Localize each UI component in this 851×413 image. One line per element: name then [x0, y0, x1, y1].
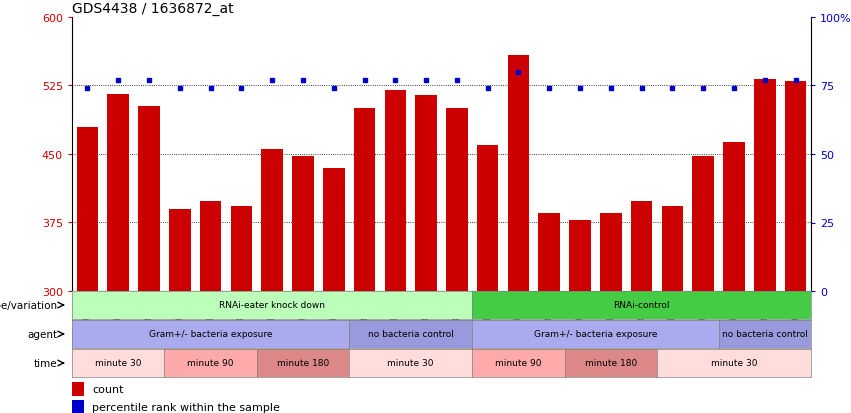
Bar — [200, 202, 221, 291]
Text: time: time — [34, 358, 58, 368]
Bar — [446, 109, 468, 291]
Bar — [662, 206, 683, 291]
Bar — [354, 109, 375, 291]
Bar — [261, 150, 283, 291]
Text: minute 30: minute 30 — [95, 358, 141, 368]
Bar — [693, 157, 714, 291]
Text: no bacteria control: no bacteria control — [722, 330, 808, 339]
Bar — [385, 91, 406, 291]
Bar — [631, 202, 653, 291]
Text: RNAi-control: RNAi-control — [614, 301, 670, 310]
Bar — [292, 157, 314, 291]
Text: percentile rank within the sample: percentile rank within the sample — [92, 402, 280, 412]
Text: no bacteria control: no bacteria control — [368, 330, 454, 339]
Text: agent: agent — [27, 329, 58, 339]
Text: minute 90: minute 90 — [187, 358, 234, 368]
Text: minute 30: minute 30 — [387, 358, 434, 368]
Bar — [723, 143, 745, 291]
Bar — [600, 214, 621, 291]
Bar — [539, 214, 560, 291]
Text: genotype/variation: genotype/variation — [0, 300, 58, 310]
Bar — [415, 95, 437, 291]
Bar — [138, 106, 160, 291]
Bar — [77, 127, 98, 291]
Bar — [72, 401, 84, 413]
Bar — [569, 220, 591, 291]
Bar — [107, 95, 129, 291]
Text: minute 90: minute 90 — [495, 358, 542, 368]
Text: minute 180: minute 180 — [277, 358, 329, 368]
Text: Gram+/- bacteria exposure: Gram+/- bacteria exposure — [149, 330, 272, 339]
Bar — [508, 56, 529, 291]
Text: RNAi-eater knock down: RNAi-eater knock down — [220, 301, 325, 310]
Bar — [323, 168, 345, 291]
Text: minute 30: minute 30 — [711, 358, 757, 368]
Bar — [477, 145, 499, 291]
Text: count: count — [92, 385, 123, 394]
Bar — [785, 82, 807, 291]
Bar — [169, 209, 191, 291]
Text: GDS4438 / 1636872_at: GDS4438 / 1636872_at — [72, 2, 234, 16]
Text: Gram+/- bacteria exposure: Gram+/- bacteria exposure — [534, 330, 657, 339]
Bar — [72, 382, 84, 396]
Text: minute 180: minute 180 — [585, 358, 637, 368]
Bar — [754, 80, 775, 291]
Bar — [231, 206, 252, 291]
